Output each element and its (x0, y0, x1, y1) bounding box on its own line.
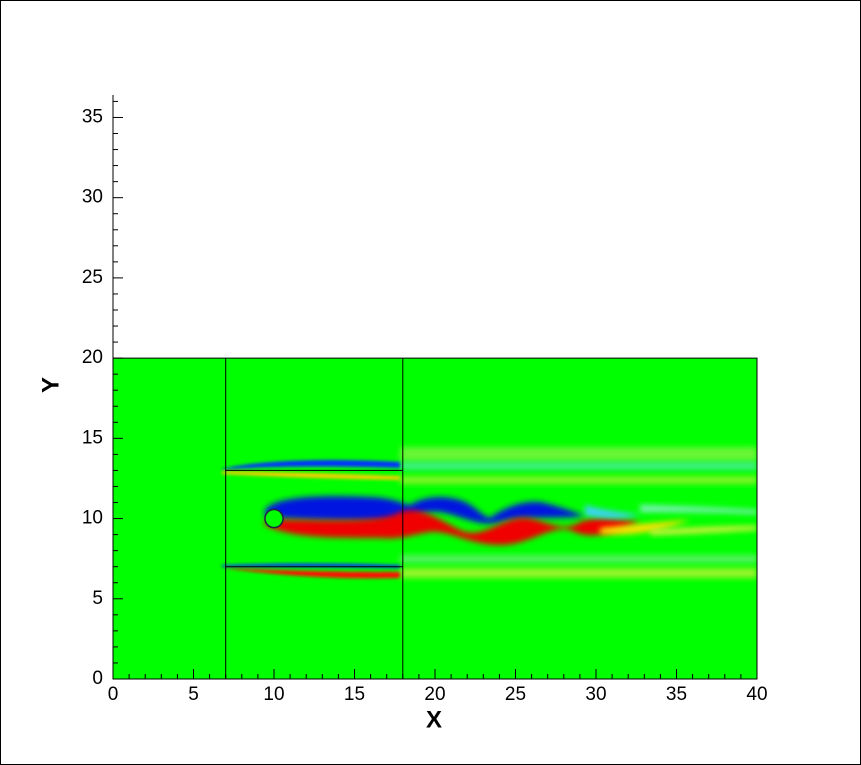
x-tick-label: 15 (344, 684, 365, 705)
y-tick-label: 25 (82, 267, 103, 288)
x-tick-label: 40 (746, 684, 767, 705)
x-tick-label: 10 (263, 684, 284, 705)
x-tick-label: 20 (424, 684, 445, 705)
y-tick-label: 0 (92, 668, 103, 689)
x-tick-label: 0 (108, 684, 119, 705)
cylinder (264, 508, 284, 529)
y-axis-title: Y (37, 377, 64, 393)
y-tick-label: 10 (82, 508, 103, 529)
x-tick-label: 35 (666, 684, 687, 705)
y-tick-label: 20 (82, 347, 103, 368)
x-tick-label: 30 (585, 684, 606, 705)
x-tick-label: 25 (505, 684, 526, 705)
y-tick-label: 5 (92, 588, 103, 609)
x-axis-title: X (426, 706, 442, 733)
x-tick-label: 5 (188, 684, 199, 705)
y-tick-label: 15 (82, 427, 103, 448)
y-tick-label: 30 (82, 187, 103, 208)
y-tick-label: 35 (82, 106, 103, 127)
